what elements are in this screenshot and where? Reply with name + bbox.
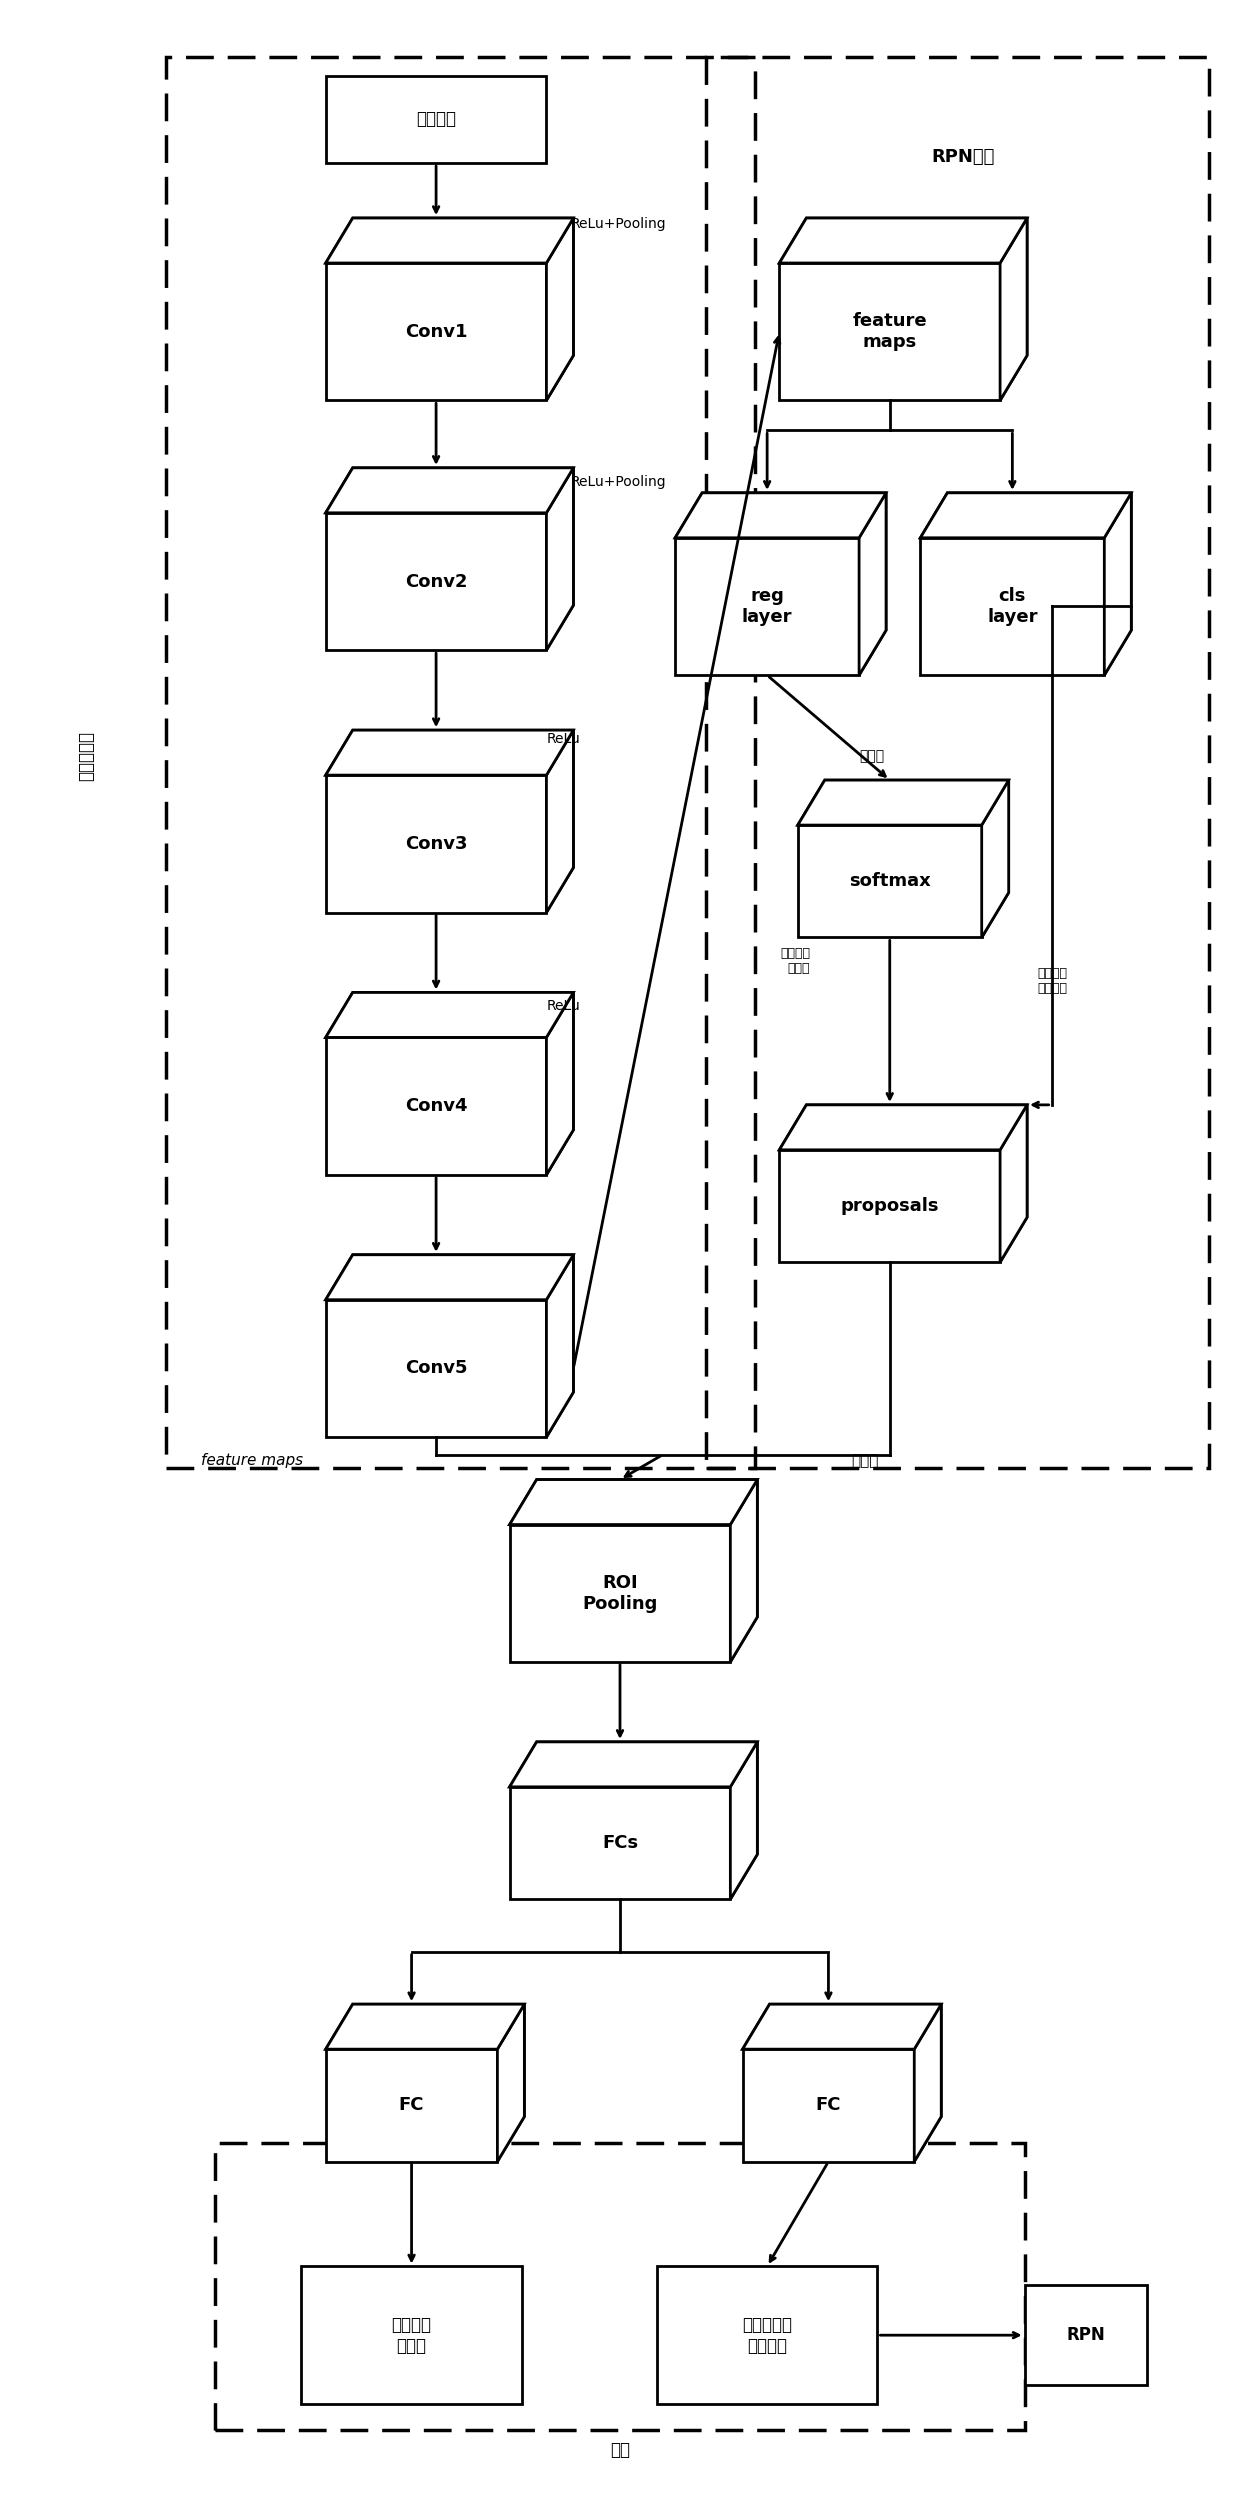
Polygon shape — [982, 781, 1008, 937]
Polygon shape — [547, 219, 573, 399]
Text: 原始图像: 原始图像 — [417, 111, 456, 128]
Polygon shape — [780, 219, 1027, 264]
Polygon shape — [743, 2005, 941, 2160]
Text: ReLu+Pooling: ReLu+Pooling — [570, 475, 667, 490]
Text: softmax: softmax — [849, 872, 930, 889]
Polygon shape — [780, 219, 1027, 399]
Text: ReLu: ReLu — [547, 731, 580, 746]
Polygon shape — [510, 1480, 758, 1663]
Polygon shape — [797, 781, 1008, 824]
Polygon shape — [510, 1741, 758, 1786]
Text: ReLu+Pooling: ReLu+Pooling — [570, 216, 667, 231]
Text: 候选区域
位置参数: 候选区域 位置参数 — [1037, 967, 1066, 995]
Polygon shape — [1001, 1105, 1027, 1261]
Polygon shape — [743, 2005, 941, 2050]
Polygon shape — [326, 1256, 573, 1299]
Polygon shape — [675, 492, 887, 538]
Polygon shape — [780, 1105, 1027, 1150]
Polygon shape — [675, 492, 887, 676]
Polygon shape — [1105, 492, 1131, 676]
Text: ReLu: ReLu — [547, 1000, 580, 1012]
Polygon shape — [675, 538, 859, 676]
Polygon shape — [797, 824, 982, 937]
Polygon shape — [657, 2266, 878, 2404]
Text: cls
layer: cls layer — [987, 588, 1038, 625]
Polygon shape — [326, 2005, 525, 2050]
Polygon shape — [743, 2050, 914, 2160]
Polygon shape — [301, 2266, 522, 2404]
Polygon shape — [510, 1480, 758, 1525]
Polygon shape — [1001, 219, 1027, 399]
Polygon shape — [326, 992, 573, 1176]
Text: ROI
Pooling: ROI Pooling — [583, 1575, 657, 1613]
Polygon shape — [547, 1256, 573, 1437]
Polygon shape — [547, 992, 573, 1176]
Polygon shape — [730, 1480, 758, 1663]
Text: 候选框位置
参数修止: 候选框位置 参数修止 — [742, 2316, 792, 2354]
Text: Conv2: Conv2 — [404, 573, 467, 590]
Text: 判别类的
置信度: 判别类的 置信度 — [392, 2316, 432, 2354]
Text: 共享卷积层: 共享卷积层 — [78, 731, 95, 781]
Polygon shape — [326, 1256, 573, 1437]
Polygon shape — [326, 1299, 547, 1437]
Polygon shape — [326, 2050, 497, 2160]
Polygon shape — [326, 992, 573, 1037]
Polygon shape — [510, 1741, 758, 1899]
Polygon shape — [326, 467, 573, 651]
Polygon shape — [326, 75, 547, 163]
Text: 归一化后
置信度: 归一化后 置信度 — [780, 947, 810, 975]
Text: proposals: proposals — [841, 1198, 939, 1216]
Polygon shape — [859, 492, 887, 676]
Polygon shape — [780, 1105, 1027, 1261]
Polygon shape — [326, 776, 547, 912]
Text: RPN: RPN — [1066, 2326, 1105, 2344]
Text: 输出: 输出 — [610, 2442, 630, 2459]
Text: FC: FC — [816, 2098, 841, 2115]
Text: RPN生成: RPN生成 — [931, 148, 994, 166]
Polygon shape — [326, 512, 547, 651]
Polygon shape — [547, 467, 573, 651]
Polygon shape — [326, 731, 573, 776]
Polygon shape — [326, 219, 573, 399]
Polygon shape — [326, 219, 573, 264]
Text: Conv3: Conv3 — [404, 834, 467, 852]
Text: 置信度: 置信度 — [859, 749, 884, 764]
Polygon shape — [326, 1037, 547, 1176]
Polygon shape — [920, 538, 1105, 676]
Text: 候选框: 候选框 — [852, 1454, 879, 1470]
Text: Conv1: Conv1 — [404, 322, 467, 342]
Polygon shape — [510, 1786, 730, 1899]
Text: Conv5: Conv5 — [404, 1359, 467, 1377]
Text: FCs: FCs — [601, 1834, 639, 1851]
Polygon shape — [1024, 2286, 1147, 2386]
Polygon shape — [510, 1525, 730, 1663]
Polygon shape — [780, 264, 1001, 399]
Text: FC: FC — [399, 2098, 424, 2115]
Text: Conv4: Conv4 — [404, 1098, 467, 1115]
Text: feature maps: feature maps — [201, 1454, 304, 1470]
Polygon shape — [497, 2005, 525, 2160]
Text: feature
maps: feature maps — [852, 311, 928, 352]
Polygon shape — [326, 467, 573, 512]
Polygon shape — [797, 781, 1008, 937]
Polygon shape — [730, 1741, 758, 1899]
Polygon shape — [920, 492, 1131, 676]
Polygon shape — [326, 264, 547, 399]
Polygon shape — [780, 1150, 1001, 1261]
Polygon shape — [547, 731, 573, 912]
Polygon shape — [920, 492, 1131, 538]
Polygon shape — [914, 2005, 941, 2160]
Text: reg
layer: reg layer — [742, 588, 792, 625]
Polygon shape — [326, 2005, 525, 2160]
Polygon shape — [326, 731, 573, 912]
